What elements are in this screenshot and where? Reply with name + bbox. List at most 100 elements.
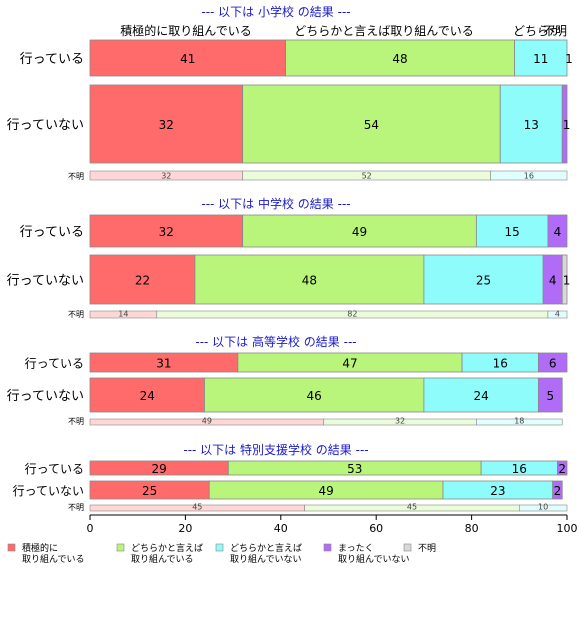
bar-value-label: 32 (159, 118, 174, 132)
bar-segment (499, 84, 563, 164)
bar-category-label: 行っている (20, 225, 84, 240)
bar-value-label: 24 (140, 389, 155, 403)
bar-value-label: 16 (512, 462, 527, 476)
header-label: 積極的に取り組んでいる (120, 23, 251, 38)
bar-segment (561, 254, 568, 305)
bar-value-label: 49 (352, 225, 367, 239)
bar-category-label: 行っている (20, 52, 84, 67)
bar-value-label: 53 (347, 462, 362, 476)
bar-segment (89, 84, 244, 164)
header-label: どちらかと言えば取り組んでいる (294, 24, 473, 38)
bar-value-label: 4 (549, 274, 557, 288)
bar-segment (89, 254, 196, 305)
bar-segment (204, 377, 425, 413)
bar-value-label: 16 (493, 357, 508, 371)
x-tick-label: 20 (178, 522, 192, 535)
bar-segment (475, 214, 549, 248)
bar-value-label: 15 (505, 225, 520, 239)
bar-value-label: 1 (565, 52, 573, 66)
legend-label: 取り組んでいる (131, 553, 194, 565)
legend-label: 不明 (418, 543, 436, 554)
bar-segment (285, 39, 515, 77)
bar-value-label: 32 (159, 225, 174, 239)
bar-value-label: 5 (546, 389, 554, 403)
bar-segment (423, 377, 539, 413)
unknown-value-label: 45 (407, 503, 417, 512)
x-tick-label: 0 (87, 522, 94, 535)
bar-value-label: 25 (476, 274, 491, 288)
bar-segment (547, 214, 568, 248)
bar-segment (242, 84, 501, 164)
unknown-value-label: 82 (347, 310, 357, 319)
bar-category-label: 行っている (25, 462, 84, 476)
bar-segment (537, 377, 563, 413)
group-title: --- 以下は 中学校 の結果 --- (201, 196, 350, 211)
unknown-value-label: 45 (192, 503, 202, 512)
bar-category-label: 行っている (25, 357, 84, 371)
unknown-value-label: 18 (514, 417, 524, 426)
bar-value-label: 29 (152, 462, 167, 476)
group-title: --- 以下は 高等学校 の結果 --- (195, 334, 356, 349)
legend-swatch (215, 543, 224, 552)
bar-value-label: 49 (318, 484, 333, 498)
unknown-value-label: 52 (362, 172, 372, 181)
legend-label: 積極的に (22, 542, 58, 554)
unknown-row-label: 不明 (68, 417, 84, 426)
x-tick-label: 100 (557, 522, 578, 535)
bar-value-label: 23 (490, 484, 505, 498)
header-label: どちらか (513, 24, 561, 38)
bar-segment (537, 352, 568, 373)
unknown-value-label: 14 (118, 310, 128, 319)
bar-category-label: 行っていない (7, 274, 84, 289)
bar-value-label: 41 (180, 52, 195, 66)
bar-segment (242, 214, 477, 248)
bar-value-label: 54 (364, 118, 379, 132)
unknown-value-label: 32 (161, 172, 171, 181)
unknown-value-label: 49 (202, 417, 212, 426)
bar-category-label: 行っていない (7, 389, 84, 404)
legend-label: どちらかと言えば (230, 542, 302, 554)
legend-label: 取り組んでいない (230, 553, 302, 565)
bar-segment (561, 84, 568, 164)
bar-value-label: 22 (135, 274, 150, 288)
bar-segment (423, 254, 544, 305)
bar-value-label: 31 (156, 357, 171, 371)
bar-value-label: 47 (342, 357, 357, 371)
legend-swatch (323, 543, 332, 552)
x-tick-label: 40 (274, 522, 288, 535)
unknown-row-label: 不明 (68, 310, 84, 319)
legend-label: 取り組んでいない (338, 553, 410, 565)
bar-value-label: 46 (307, 389, 322, 403)
unknown-segment (490, 170, 568, 181)
unknown-segment (547, 310, 568, 319)
bar-value-label: 6 (549, 357, 557, 371)
legend-swatch (116, 543, 125, 552)
bar-value-label: 4 (554, 225, 562, 239)
bar-segment (514, 39, 568, 77)
bar-value-label: 48 (302, 274, 317, 288)
x-tick-label: 80 (465, 522, 479, 535)
legend-label: 取り組んでいる (22, 553, 85, 565)
bar-value-label: 13 (524, 118, 539, 132)
bar-category-label: 行っていない (13, 484, 84, 498)
unknown-segment (476, 418, 563, 426)
group-title: --- 以下は 小学校 の結果 --- (201, 4, 350, 19)
bar-segment (552, 480, 563, 500)
bar-value-label: 48 (392, 52, 407, 66)
bar-value-label: 25 (142, 484, 157, 498)
unknown-value-label: 16 (524, 172, 534, 181)
unknown-value-label: 10 (538, 503, 548, 512)
unknown-value-label: 4 (555, 310, 560, 319)
bar-value-label: 2 (558, 462, 566, 476)
bar-value-label: 1 (563, 118, 571, 132)
x-tick-label: 60 (369, 522, 383, 535)
legend-label: どちらかと言えば (131, 542, 203, 554)
bar-value-label: 1 (563, 274, 571, 288)
bar-segment (194, 254, 425, 305)
legend-swatch (7, 543, 16, 552)
legend-swatch (403, 543, 412, 552)
unknown-row-label: 不明 (68, 503, 84, 512)
bar-value-label: 11 (533, 52, 548, 66)
legend-label: まったく (338, 543, 374, 554)
